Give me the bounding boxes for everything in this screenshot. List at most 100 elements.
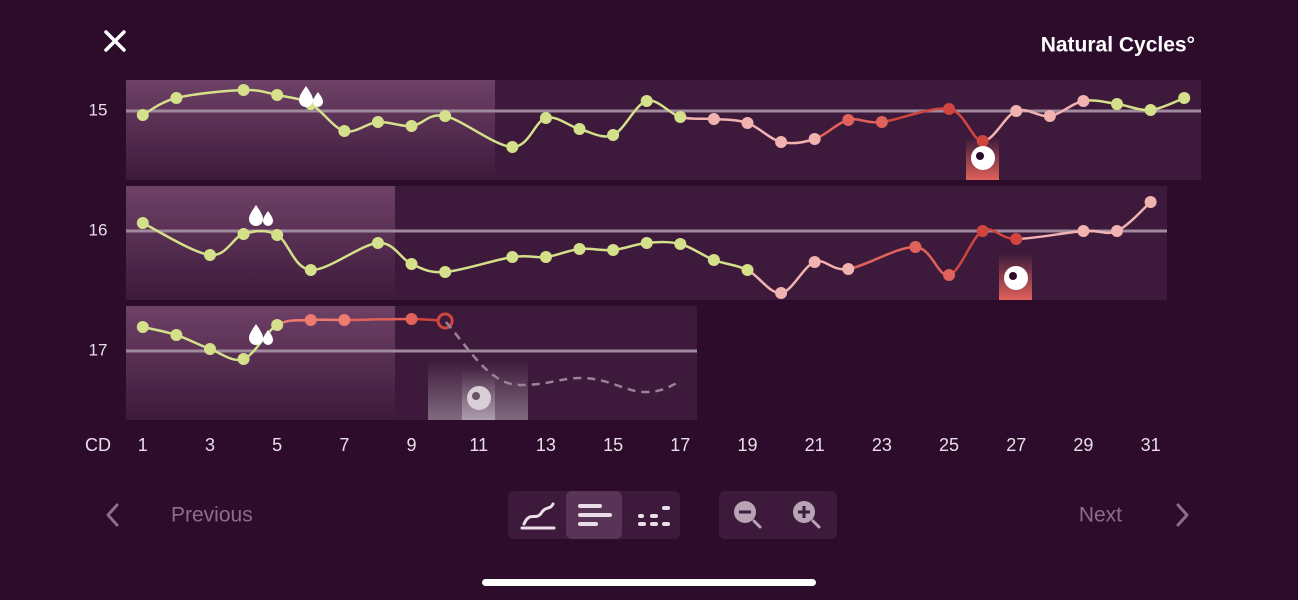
data-point — [808, 256, 821, 268]
data-point — [943, 269, 956, 281]
data-point — [271, 319, 284, 331]
data-point — [170, 329, 183, 341]
data-point — [640, 237, 653, 249]
data-point — [1111, 98, 1124, 110]
zoom-in-button[interactable] — [793, 501, 821, 529]
data-point — [1010, 233, 1023, 245]
data-point — [539, 251, 552, 263]
data-point — [237, 84, 250, 96]
data-point — [1144, 196, 1157, 208]
data-point — [439, 110, 452, 122]
x-tick-label: 17 — [670, 435, 690, 455]
data-point — [808, 133, 821, 145]
brand: Natural Cycles° — [1041, 34, 1195, 57]
data-point — [1111, 225, 1124, 237]
data-point — [271, 229, 284, 241]
x-tick-label: 5 — [272, 435, 282, 455]
close-button[interactable] — [104, 30, 126, 52]
data-point — [1077, 95, 1090, 107]
period-shade — [126, 186, 395, 300]
ovulation-icon — [1004, 266, 1028, 290]
data-point — [338, 314, 351, 326]
x-tick-label: 27 — [1006, 435, 1026, 455]
data-point — [1010, 105, 1023, 117]
data-point — [203, 343, 216, 355]
data-point — [607, 244, 620, 256]
x-axis-label: CD — [85, 435, 111, 455]
data-point — [775, 287, 788, 299]
x-tick-label: 19 — [737, 435, 757, 455]
cycle-view-button[interactable] — [578, 504, 612, 526]
x-tick-label: 21 — [805, 435, 825, 455]
data-point — [842, 114, 855, 126]
data-point — [237, 228, 250, 240]
data-point — [842, 263, 855, 275]
data-point — [506, 141, 519, 153]
x-tick-label: 15 — [603, 435, 623, 455]
data-point — [539, 112, 552, 124]
data-point — [439, 266, 452, 278]
data-point — [170, 92, 183, 104]
previous-button[interactable]: Previous — [106, 503, 253, 527]
ovulation-icon — [971, 146, 995, 170]
graph-view-button[interactable] — [520, 502, 556, 530]
data-point — [741, 117, 754, 129]
period-shade — [126, 306, 395, 420]
data-point — [371, 237, 384, 249]
data-point — [640, 95, 653, 107]
data-point — [1077, 225, 1090, 237]
x-tick-label: 29 — [1073, 435, 1093, 455]
data-point — [741, 264, 754, 276]
data-point — [674, 111, 687, 123]
data-point — [136, 217, 149, 229]
data-point — [674, 238, 687, 250]
data-point — [405, 120, 418, 132]
data-point — [1043, 110, 1056, 122]
data-point — [707, 113, 720, 125]
scatter-view-button[interactable] — [638, 506, 670, 526]
previous-label: Previous — [171, 504, 253, 527]
data-point — [338, 125, 351, 137]
next-button[interactable]: Next — [1079, 503, 1189, 527]
prediction-line — [445, 321, 681, 394]
data-point — [707, 254, 720, 266]
data-point — [1144, 104, 1157, 116]
data-point — [573, 243, 586, 255]
data-point — [203, 249, 216, 261]
x-tick-label: 7 — [339, 435, 349, 455]
x-tick-label: 25 — [939, 435, 959, 455]
data-point — [506, 251, 519, 263]
row-label: 17 — [89, 340, 108, 359]
row-label: 15 — [89, 100, 108, 119]
data-point — [976, 135, 989, 147]
data-point — [943, 103, 956, 115]
home-indicator — [482, 579, 816, 586]
x-tick-label: 23 — [872, 435, 892, 455]
data-point — [976, 225, 989, 237]
data-point — [607, 129, 620, 141]
line-segment — [344, 317, 412, 322]
data-point — [304, 314, 317, 326]
data-point — [875, 116, 888, 128]
x-tick-label: 1 — [138, 435, 148, 455]
ovulation-icon — [467, 386, 491, 410]
data-point — [237, 353, 250, 365]
data-point — [573, 123, 586, 135]
x-tick-label: 3 — [205, 435, 215, 455]
x-tick-label: 13 — [536, 435, 556, 455]
x-tick-label: 31 — [1141, 435, 1161, 455]
data-point — [136, 321, 149, 333]
data-point — [1178, 92, 1191, 104]
data-point — [909, 241, 922, 253]
data-point — [405, 258, 418, 270]
data-point — [271, 89, 284, 101]
x-tick-label: 9 — [407, 435, 417, 455]
data-point — [405, 313, 418, 325]
data-point — [371, 116, 384, 128]
next-label: Next — [1079, 504, 1122, 527]
row-label: 16 — [89, 220, 108, 239]
data-point — [775, 136, 788, 148]
zoom-out-button[interactable] — [734, 501, 762, 529]
